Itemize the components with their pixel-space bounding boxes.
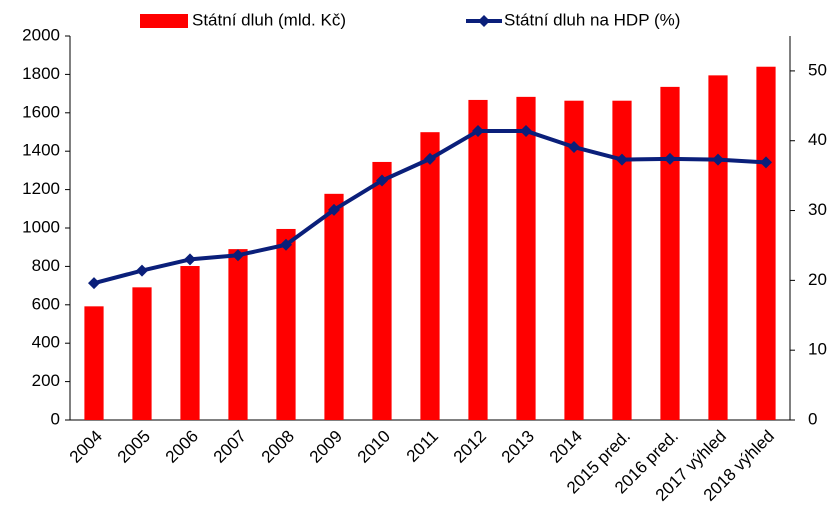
y-tick-label: 1000 [22,217,60,236]
bar [708,75,728,421]
line-marker [232,249,244,262]
bar [756,66,776,420]
x-tick-label: 2007 [210,427,250,467]
y-tick-label: 800 [32,256,60,275]
line-marker [424,152,436,165]
line-marker [760,156,772,169]
bar [180,266,200,420]
line-marker [664,152,676,165]
x-tick-label: 2011 [403,427,442,466]
line-marker [88,277,100,290]
y2-tick-label: 40 [808,130,827,149]
y-tick-label: 1800 [22,64,60,83]
bar [420,132,440,420]
y-tick-label: 1200 [22,179,60,198]
line-marker [472,124,484,137]
x-tick-label: 2004 [66,427,106,467]
legend-label: Státní dluh (mld. Kč) [192,10,346,29]
line-marker [616,153,628,166]
x-tick-label: 2006 [162,427,202,467]
line-marker [136,264,148,277]
line-marker [568,141,580,154]
bar [84,306,104,420]
bar [516,96,536,420]
bar [612,100,632,420]
x-tick-label: 2013 [498,427,538,467]
y-tick-label: 0 [51,409,60,428]
y-tick-label: 2000 [22,25,60,44]
y-tick-label: 400 [32,333,60,352]
line-marker [520,124,532,137]
legend-swatch [478,15,490,27]
bar [228,249,248,420]
x-tick-label: 2012 [450,427,490,467]
y-tick-label: 1600 [22,102,60,121]
bar [324,193,344,420]
line-marker [712,153,724,166]
y-tick-label: 200 [32,371,60,390]
x-tick-label: 2005 [114,427,154,467]
y-tick-label: 1400 [22,141,60,160]
bar [660,86,680,420]
y2-tick-label: 30 [808,200,827,219]
legend-label: Státní dluh na HDP (%) [504,10,680,29]
y2-tick-label: 0 [808,409,817,428]
x-tick-label: 2008 [258,427,298,467]
bar [132,287,152,420]
line-marker [376,174,388,187]
bar [276,228,296,420]
y-tick-label: 600 [32,294,60,313]
x-tick-label: 2010 [354,427,394,467]
bar [564,100,584,420]
line-marker [328,203,340,216]
y2-tick-label: 20 [808,270,827,289]
line-marker [280,238,292,251]
bar [468,99,488,420]
y2-tick-label: 10 [808,340,827,359]
bar [372,161,392,420]
legend-swatch [140,14,188,28]
x-tick-label: 2009 [306,427,346,467]
line-marker [184,253,196,266]
x-tick-label: 2014 [546,427,586,467]
y2-tick-label: 50 [808,60,827,79]
